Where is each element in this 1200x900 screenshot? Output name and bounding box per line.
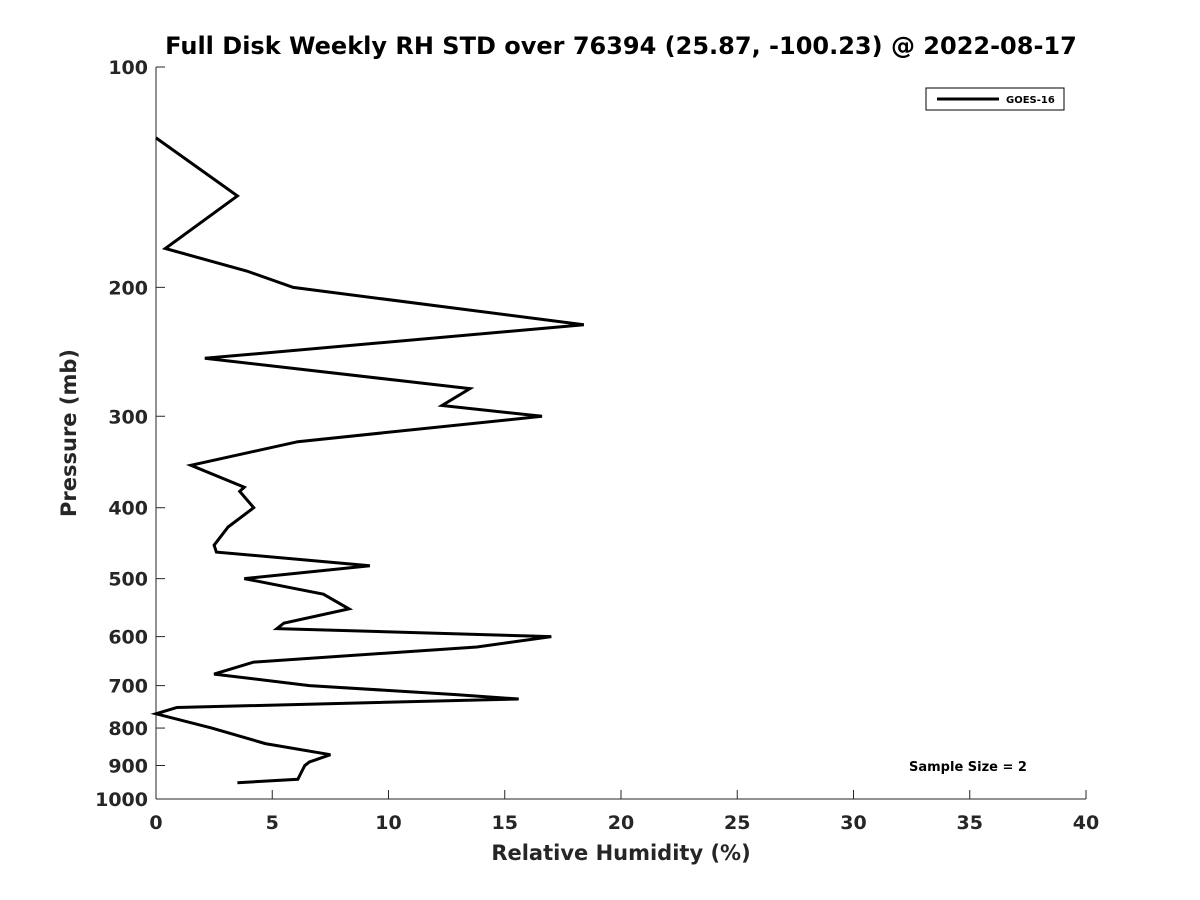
x-tick-label: 20 bbox=[608, 812, 634, 834]
x-tick-label: 10 bbox=[375, 812, 401, 834]
series-lines bbox=[150, 136, 584, 785]
legend: GOES-16 bbox=[925, 87, 1065, 111]
sample-size-annotation: Sample Size = 2 bbox=[909, 760, 1027, 775]
x-axis-label: Relative Humidity (%) bbox=[491, 841, 750, 865]
y-tick-label: 700 bbox=[108, 676, 148, 698]
y-tick-label: 900 bbox=[108, 756, 148, 778]
y-tick-label: 200 bbox=[108, 277, 148, 299]
x-tick-label: 15 bbox=[492, 812, 518, 834]
y-tick-label: 100 bbox=[108, 57, 148, 79]
ticks: 0 5 10 15 20 25 30 35 40 100 200 300 400 500 600 700 800… bbox=[95, 57, 1099, 834]
x-tick-label: 5 bbox=[266, 812, 279, 834]
y-tick-label: 600 bbox=[108, 627, 148, 649]
x-tick-label: 0 bbox=[149, 812, 162, 834]
plot-area bbox=[156, 67, 1086, 799]
x-tick-label: 25 bbox=[724, 812, 750, 834]
y-tick-label: 1000 bbox=[95, 789, 148, 811]
chart-title: Full Disk Weekly RH STD over 76394 (25.8… bbox=[165, 32, 1077, 60]
y-axis-label: Pressure (mb) bbox=[57, 349, 81, 517]
x-tick-label: 30 bbox=[840, 812, 866, 834]
series-line-goes-16 bbox=[150, 136, 584, 785]
y-tick-label: 500 bbox=[108, 569, 148, 591]
legend-label-goes-16: GOES-16 bbox=[1006, 95, 1055, 106]
y-tick-label: 300 bbox=[108, 406, 148, 428]
y-tick-label: 400 bbox=[108, 498, 148, 520]
y-tick-label: 800 bbox=[108, 718, 148, 740]
x-tick-label: 35 bbox=[957, 812, 983, 834]
x-tick-label: 40 bbox=[1073, 812, 1099, 834]
